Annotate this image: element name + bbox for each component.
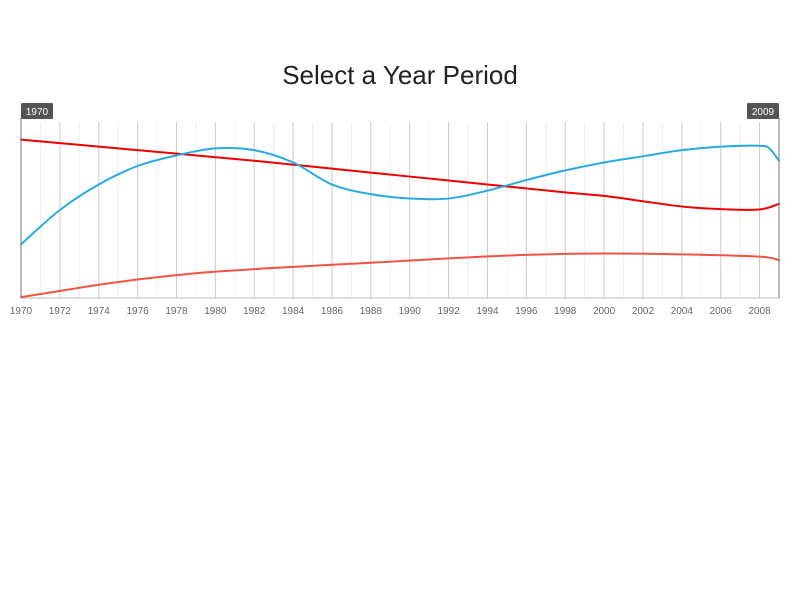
range-start-handle[interactable]: 1970 xyxy=(20,103,53,298)
x-tick-label: 1994 xyxy=(476,306,499,317)
series-line-2 xyxy=(20,144,780,246)
series-line-1 xyxy=(20,138,780,211)
x-tick-label: 1970 xyxy=(10,306,33,317)
x-tick-label: 1972 xyxy=(49,306,72,317)
chart-title: Select a Year Period xyxy=(282,60,518,90)
x-tick-label: 1980 xyxy=(204,306,227,317)
range-end-handle-box[interactable] xyxy=(747,103,779,119)
x-tick-label: 1996 xyxy=(515,306,538,317)
x-tick-label: 1990 xyxy=(399,306,422,317)
x-tick-label: 1988 xyxy=(360,306,383,317)
series-group xyxy=(20,138,780,299)
x-tick-label: 2000 xyxy=(593,306,616,317)
x-axis-ticks: 1970 1972 1974 1976 1978 1980 1982 1984 1986 1988… xyxy=(10,306,771,317)
x-tick-label: 1978 xyxy=(165,306,188,317)
grid xyxy=(20,122,780,299)
range-start-handle-label: 1970 xyxy=(26,107,49,118)
x-tick-label: 1984 xyxy=(282,306,305,317)
range-end-handle[interactable]: 2009 xyxy=(747,103,780,298)
x-tick-label: 2004 xyxy=(671,306,694,317)
x-tick-label: 1976 xyxy=(126,306,149,317)
range-end-handle-label: 2009 xyxy=(752,107,775,118)
x-tick-label: 1974 xyxy=(88,306,111,317)
x-tick-label: 2002 xyxy=(632,306,655,317)
x-tick-label: 2006 xyxy=(710,306,733,317)
range-start-handle-box[interactable] xyxy=(21,103,53,119)
x-tick-label: 1998 xyxy=(554,306,577,317)
range-selector[interactable]: 1970 2009 xyxy=(20,103,780,298)
x-tick-label: 1986 xyxy=(321,306,344,317)
x-tick-label: 1992 xyxy=(437,306,460,317)
x-tick-label: 1982 xyxy=(243,306,266,317)
x-tick-label: 2008 xyxy=(748,306,771,317)
series-line-3 xyxy=(20,252,780,299)
